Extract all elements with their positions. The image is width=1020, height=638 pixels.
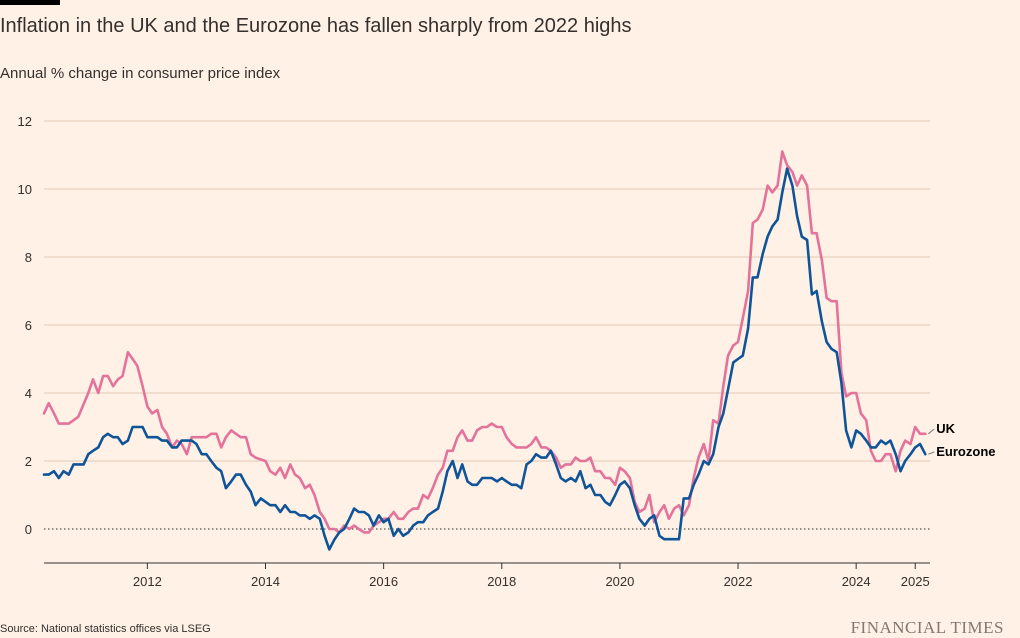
- y-tick-label: 12: [18, 114, 32, 129]
- chart-legend: UK Eurozone: [927, 421, 996, 459]
- chart-subtitle: Annual % change in consumer price index: [0, 65, 281, 82]
- legend-label-uk: UK: [936, 421, 955, 436]
- legend-leader-uk: [927, 428, 935, 435]
- series-line-uk: [42, 150, 927, 534]
- legend-leader-eurozone: [928, 451, 935, 455]
- x-tick-label: 2018: [487, 574, 516, 589]
- x-tick-label: 2014: [251, 574, 280, 589]
- brand-top-bar: [0, 0, 60, 5]
- y-tick-label: 8: [25, 250, 32, 265]
- y-tick-label: 4: [25, 386, 32, 401]
- y-tick-label: 6: [25, 318, 32, 333]
- source-note: Source: National statistics offices via …: [0, 623, 211, 635]
- x-tick-label: 2025: [901, 574, 930, 589]
- y-tick-label: 10: [18, 182, 32, 197]
- x-axis: 2012 2014 2016 2018 2020 2022 2024 2025: [44, 562, 930, 589]
- chart-title: Inflation in the UK and the Eurozone has…: [0, 15, 632, 37]
- series-line-eurozone: [42, 167, 927, 551]
- legend-label-eurozone: Eurozone: [936, 444, 995, 459]
- x-tick-label: 2024: [842, 574, 871, 589]
- x-tick-label: 2016: [369, 574, 398, 589]
- y-tick-label: 2: [25, 454, 32, 469]
- ft-logo: FINANCIAL TIMES: [850, 618, 1004, 637]
- chart-series: [42, 150, 927, 551]
- x-tick-label: 2020: [605, 574, 634, 589]
- y-tick-label: 0: [25, 522, 32, 537]
- x-tick-label: 2012: [133, 574, 162, 589]
- x-tick-label: 2022: [724, 574, 753, 589]
